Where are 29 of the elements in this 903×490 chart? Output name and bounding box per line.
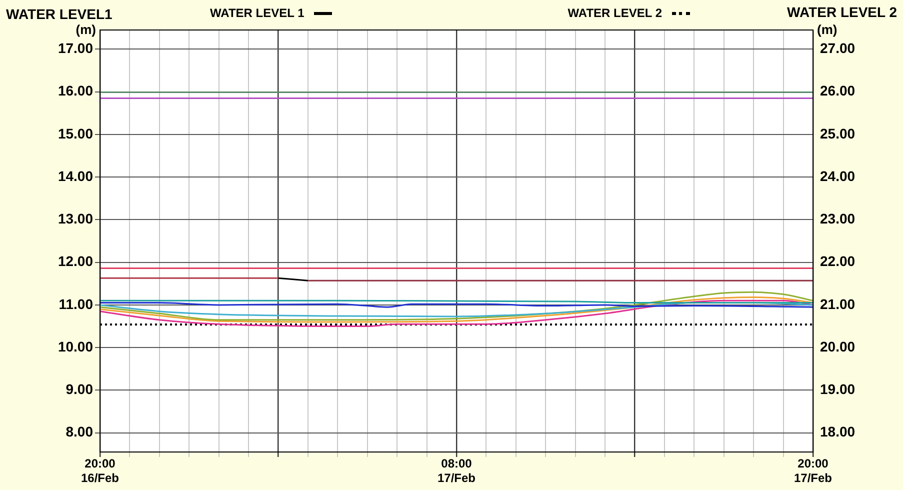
y2-tick-label: 18.00 bbox=[820, 424, 856, 440]
y-tick-label: 9.00 bbox=[66, 381, 94, 398]
y2-tick-label: 27.00 bbox=[820, 40, 856, 56]
x-tick-label: 20:00 17/Feb bbox=[794, 456, 832, 485]
y2-tick-label: 26.00 bbox=[820, 82, 856, 99]
y2-tick-label: 22.00 bbox=[820, 253, 856, 270]
y2-tick-label: 25.00 bbox=[820, 125, 856, 142]
y2-axis-title: WATER LEVEL 2 bbox=[787, 4, 897, 20]
y-tick-label: 17.00 bbox=[58, 40, 94, 56]
y-tick-label: 12.00 bbox=[58, 253, 94, 270]
legend-label: WATER LEVEL 2 bbox=[568, 6, 662, 20]
x-tick-label: 20:00 16/Feb bbox=[80, 456, 120, 485]
y2-tick-label: 21.00 bbox=[820, 296, 856, 312]
y2-tick-label: 23.00 bbox=[820, 210, 856, 227]
y2-tick-label: 19.00 bbox=[820, 381, 856, 398]
text: (m) bbox=[76, 22, 96, 37]
x-tick-label: 08:00 17/Feb bbox=[437, 456, 476, 485]
y-axis-title: WATER LEVEL1 bbox=[6, 6, 112, 22]
y-tick-label: 13.00 bbox=[58, 210, 94, 227]
y-tick-label: 8.00 bbox=[66, 424, 94, 440]
y-tick-label: 15.00 bbox=[58, 125, 94, 142]
legend-label: WATER LEVEL 1 bbox=[210, 6, 304, 20]
y2-tick-label: 24.00 bbox=[820, 168, 856, 184]
y-tick-label: 16.00 bbox=[58, 82, 94, 99]
y-tick-label: 11.00 bbox=[58, 296, 94, 312]
text: (m) bbox=[817, 22, 838, 37]
y2-tick-label: 20.00 bbox=[820, 338, 856, 354]
y-tick-label: 14.00 bbox=[58, 168, 94, 184]
y-tick-label: 10.00 bbox=[58, 338, 94, 354]
